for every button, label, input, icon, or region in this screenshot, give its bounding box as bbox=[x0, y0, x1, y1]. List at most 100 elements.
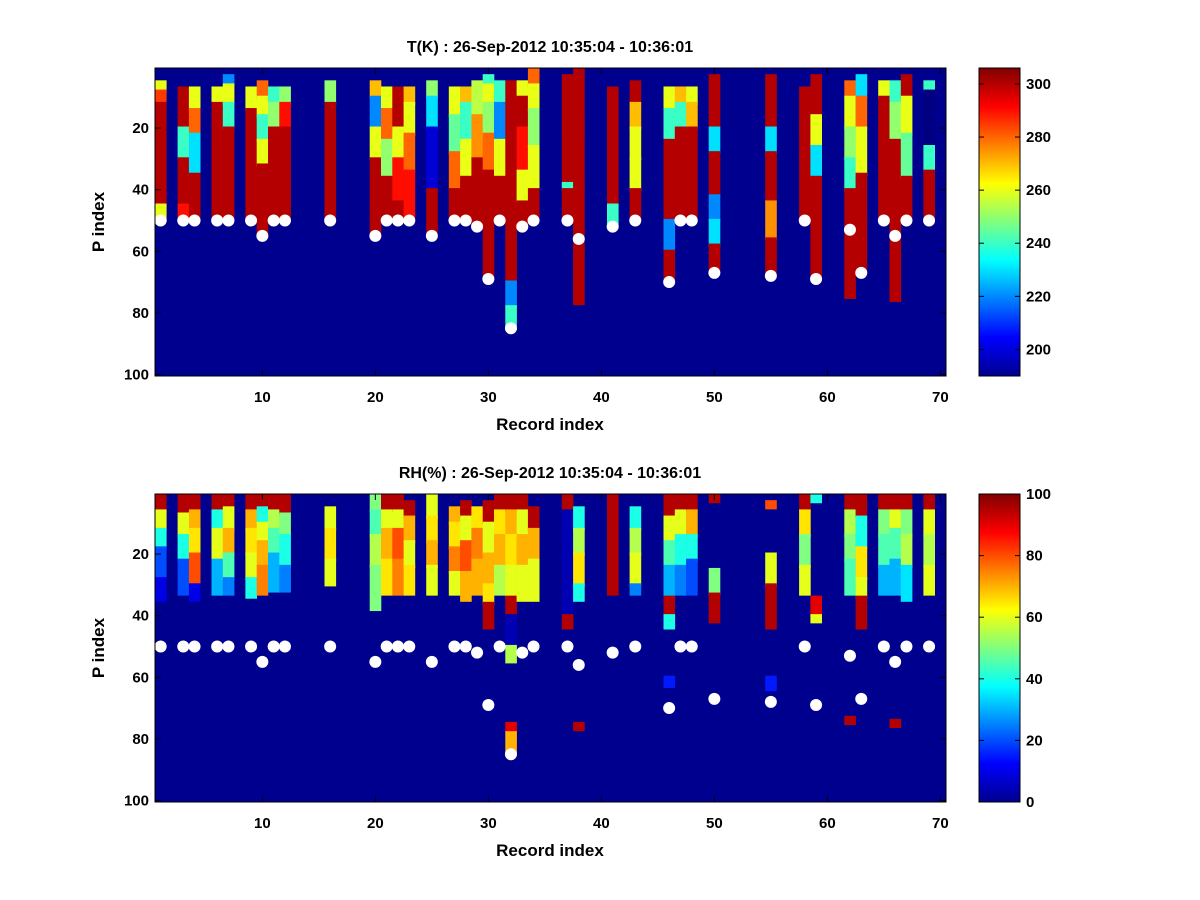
marker-point bbox=[177, 640, 190, 653]
heatmap-cell bbox=[188, 552, 201, 587]
heatmap-cell bbox=[516, 494, 529, 513]
heatmap-cell bbox=[177, 534, 190, 562]
heatmap-cell bbox=[268, 527, 280, 556]
heatmap-cell bbox=[460, 175, 472, 222]
heatmap-cell bbox=[505, 564, 517, 599]
y-tick-label: 60 bbox=[132, 243, 149, 260]
y-axis: 20 40 60 80 100 bbox=[124, 546, 946, 809]
heatmap-cell bbox=[505, 80, 517, 130]
x-tick-label: 40 bbox=[593, 815, 610, 832]
heatmap-cell bbox=[686, 86, 698, 105]
marker-point bbox=[211, 640, 224, 653]
heatmap-cell bbox=[844, 188, 856, 229]
heatmap-cell bbox=[279, 86, 291, 105]
x-tick-label: 30 bbox=[480, 815, 497, 832]
heatmap-cell bbox=[505, 595, 517, 618]
heatmap-cell bbox=[561, 181, 574, 192]
heatmap-cell bbox=[900, 564, 913, 602]
heatmap-cell bbox=[369, 564, 382, 612]
marker-point bbox=[764, 695, 777, 708]
heatmap-cell bbox=[855, 577, 868, 599]
heatmap-cell bbox=[471, 80, 483, 118]
marker-point bbox=[527, 640, 540, 653]
heatmap-cell bbox=[279, 494, 291, 516]
heatmap-cell bbox=[426, 126, 438, 192]
heatmap-cell bbox=[482, 101, 495, 136]
heatmap-cell bbox=[878, 564, 890, 596]
colorbar-ticks: 200 220 240 260 280 300 bbox=[979, 76, 1051, 358]
heatmap-cell bbox=[426, 188, 438, 238]
heatmap-cell bbox=[686, 101, 698, 130]
marker-point bbox=[798, 214, 811, 227]
heatmap-cell bbox=[810, 114, 822, 149]
heatmap-cell bbox=[471, 157, 483, 198]
heatmap-cell bbox=[403, 515, 416, 544]
heatmap-cells bbox=[155, 494, 935, 756]
heatmap-cell bbox=[188, 509, 201, 531]
x-tick-label: 60 bbox=[819, 389, 836, 406]
marker-point bbox=[877, 640, 890, 653]
heatmap-cell bbox=[155, 80, 167, 93]
heatmap-cell bbox=[448, 188, 461, 222]
marker-point bbox=[459, 214, 472, 227]
heatmap-cell bbox=[561, 509, 574, 618]
heatmap-cell bbox=[686, 509, 698, 538]
marker-point bbox=[685, 640, 698, 653]
heatmap-cell bbox=[426, 564, 438, 596]
heatmap-cell bbox=[222, 83, 235, 105]
heatmap-cell bbox=[482, 132, 495, 173]
heatmap-cell bbox=[505, 280, 517, 309]
marker-point bbox=[527, 214, 540, 227]
x-tick-label: 70 bbox=[932, 389, 949, 406]
heatmap-cell bbox=[765, 126, 777, 155]
colorbar-tick-label: 100 bbox=[1026, 486, 1051, 503]
heatmap-cell bbox=[765, 200, 777, 241]
heatmap-cell bbox=[403, 540, 416, 568]
marker-point bbox=[561, 214, 574, 227]
heatmap-cell bbox=[177, 157, 190, 207]
heatmap-cell bbox=[674, 101, 687, 130]
x-axis: 10 20 30 40 50 60 70 bbox=[254, 68, 949, 406]
heatmap-cell bbox=[324, 132, 337, 192]
temperature-panel: T(K) : 26-Sep-2012 10:35:04 - 10:36:01 1… bbox=[89, 39, 1051, 434]
marker-point bbox=[663, 702, 676, 715]
heatmap-cell bbox=[505, 234, 517, 284]
marker-point bbox=[482, 272, 495, 285]
heatmap-cell bbox=[889, 509, 902, 531]
heatmap-cell bbox=[923, 564, 935, 596]
heatmap-cell bbox=[324, 188, 337, 222]
heatmap-cell bbox=[494, 80, 506, 105]
heatmap-cell bbox=[392, 494, 404, 513]
y-tick-label: 20 bbox=[132, 120, 149, 137]
heatmap-cell bbox=[516, 564, 529, 602]
heatmap-cell bbox=[392, 527, 404, 562]
x-tick-label: 70 bbox=[932, 815, 949, 832]
heatmap-cell bbox=[369, 509, 382, 538]
heatmap-cell bbox=[324, 506, 337, 531]
plot-frame bbox=[154, 67, 947, 377]
heatmap-cell bbox=[573, 249, 585, 306]
heatmap-cell bbox=[799, 564, 811, 596]
heatmap-cell bbox=[799, 494, 811, 513]
marker-point bbox=[843, 649, 856, 662]
heatmap-cell bbox=[629, 101, 642, 130]
heatmap-cell bbox=[855, 95, 868, 130]
colorbar-tick-label: 200 bbox=[1026, 341, 1051, 358]
marker-point bbox=[471, 220, 484, 233]
heatmap-cell bbox=[889, 527, 902, 562]
heatmap-cell bbox=[256, 506, 269, 525]
heatmap-cell bbox=[381, 527, 393, 562]
heatmap-cell bbox=[381, 108, 393, 142]
plot-frame bbox=[154, 493, 947, 803]
heatmap-cell bbox=[878, 494, 890, 513]
heatmap-cell bbox=[844, 558, 856, 596]
heatmap-cell bbox=[426, 80, 438, 99]
heatmap-cell bbox=[369, 80, 382, 99]
heatmap-cell bbox=[844, 126, 856, 161]
heatmap-cell bbox=[810, 614, 822, 624]
heatmap-cell bbox=[505, 614, 517, 648]
heatmap-cell bbox=[256, 564, 269, 596]
heatmap-cell bbox=[369, 157, 382, 207]
heatmap-cell bbox=[855, 126, 868, 176]
marker-point bbox=[889, 655, 902, 668]
